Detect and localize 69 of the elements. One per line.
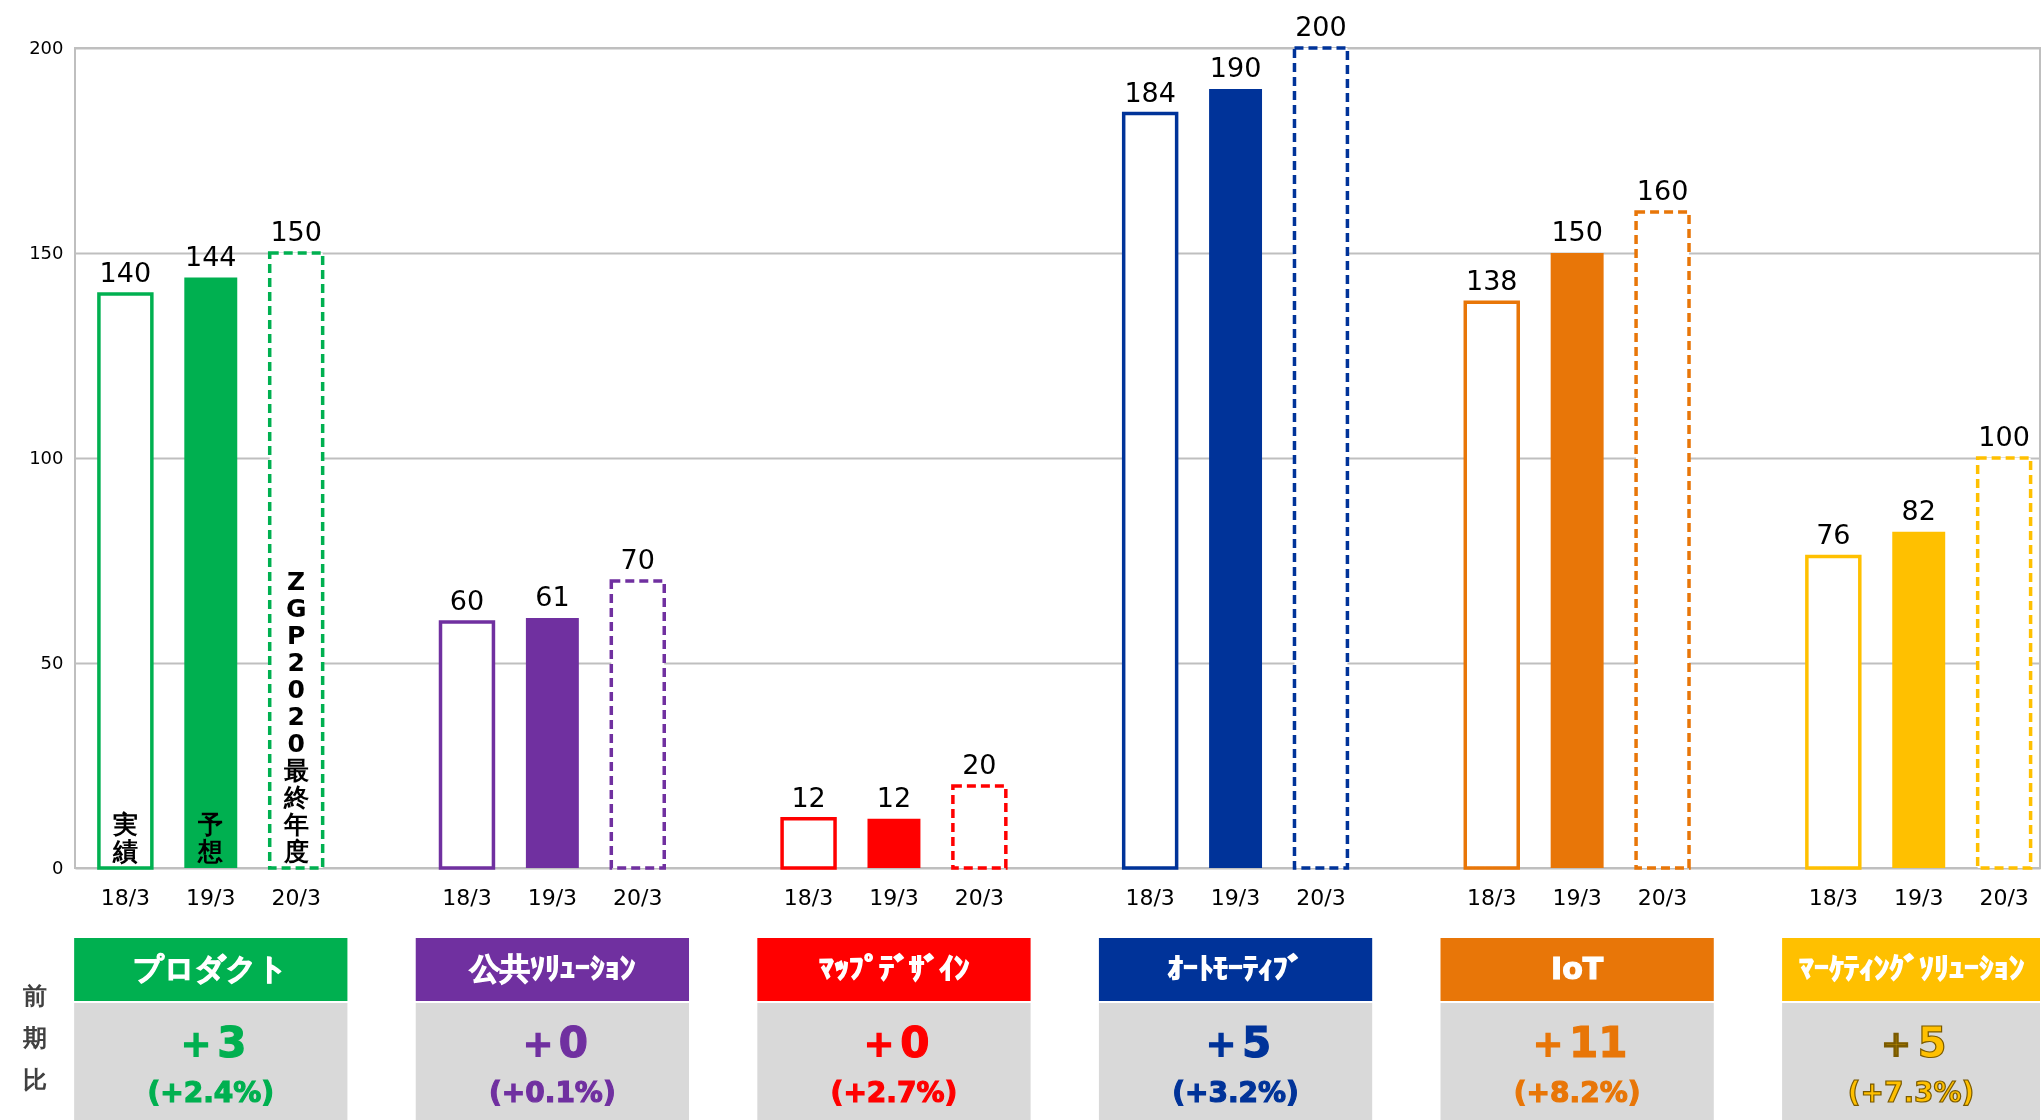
data-label: 70 xyxy=(620,544,655,575)
data-label: 184 xyxy=(1124,76,1176,108)
x-tick-label: 18/3 xyxy=(1808,885,1859,910)
text: ＋5 xyxy=(1199,1018,1272,1067)
text: ｵｰﾄﾓｰﾃｨﾌﾞ xyxy=(1168,951,1304,986)
text: (+0.1%) xyxy=(489,1076,616,1109)
text: ＋0 xyxy=(516,1018,588,1067)
text: IoT xyxy=(1551,951,1604,986)
x-tick-label: 20/3 xyxy=(1637,885,1688,910)
x-tick-label: 19/3 xyxy=(1210,885,1261,910)
data-label: 12 xyxy=(791,781,826,813)
data-label: 160 xyxy=(1636,175,1689,206)
x-tick-label: 19/3 xyxy=(869,885,919,910)
data-label: 76 xyxy=(1816,519,1851,551)
data-label: 20 xyxy=(962,749,997,780)
text: (+2.7%) xyxy=(830,1076,958,1109)
text: ＋3 xyxy=(175,1018,247,1067)
data-label: 61 xyxy=(535,580,570,612)
x-tick-label: 18/3 xyxy=(1467,885,1517,910)
data-label: 82 xyxy=(1901,494,1936,526)
y-tick-label: 200 xyxy=(29,36,64,58)
data-label: 144 xyxy=(185,240,237,272)
x-tick-label: 18/3 xyxy=(1125,885,1175,910)
text: ＋11 xyxy=(1526,1018,1628,1067)
data-label: 200 xyxy=(1295,11,1347,42)
data-label: 138 xyxy=(1465,265,1518,297)
annotation: 実績 xyxy=(111,810,138,866)
text: (+3.2%) xyxy=(1172,1076,1299,1109)
text: プロダクト xyxy=(133,951,289,986)
x-tick-label: 18/3 xyxy=(100,885,151,910)
data-label: 12 xyxy=(876,781,912,813)
bar xyxy=(867,818,921,868)
text: (+7.3%) xyxy=(1847,1076,1975,1109)
x-tick-label: 19/3 xyxy=(1552,885,1602,910)
text: (+8.2%) xyxy=(1513,1076,1641,1109)
bar xyxy=(1550,253,1604,868)
x-tick-label: 20/3 xyxy=(954,885,1005,910)
bar xyxy=(184,277,238,868)
data-label: 60 xyxy=(449,585,485,616)
text: (+2.4%) xyxy=(147,1076,275,1109)
text: ＋5 xyxy=(1875,1018,1947,1067)
y-tick-label: 0 xyxy=(52,856,64,878)
x-tick-label: 18/3 xyxy=(783,885,834,910)
bar xyxy=(525,617,579,868)
data-label: 150 xyxy=(270,216,322,247)
text: ﾏｰｹﾃｨﾝｸﾞｿﾘｭｰｼｮﾝ xyxy=(1798,951,2024,986)
text: ZGP2020最終年度 xyxy=(283,567,309,866)
x-tick-label: 20/3 xyxy=(1296,885,1346,910)
x-tick-label: 19/3 xyxy=(527,885,578,910)
text: ＋0 xyxy=(858,1018,930,1067)
x-tick-label: 20/3 xyxy=(613,885,663,910)
text: 公共ｿﾘｭｰｼｮﾝ xyxy=(468,951,635,986)
x-tick-label: 19/3 xyxy=(1894,885,1944,910)
y-tick-label: 100 xyxy=(29,446,64,468)
x-tick-label: 18/3 xyxy=(442,885,492,910)
x-tick-label: 20/3 xyxy=(1979,885,2029,910)
text: ﾏｯﾌﾟﾃﾞｻﾞｲﾝ xyxy=(818,951,969,986)
data-label: 190 xyxy=(1209,52,1262,83)
bar xyxy=(1892,531,1946,868)
y-tick-label: 50 xyxy=(40,651,64,673)
annotation: 予想 xyxy=(197,810,224,866)
data-label: 140 xyxy=(99,257,152,288)
x-tick-label: 20/3 xyxy=(271,885,321,910)
bar xyxy=(1209,89,1263,868)
y-tick-label: 150 xyxy=(29,241,64,263)
x-tick-label: 19/3 xyxy=(186,885,236,910)
data-label: 150 xyxy=(1551,216,1603,247)
text: 前期比 xyxy=(22,982,47,1094)
data-label: 100 xyxy=(1978,421,2030,452)
